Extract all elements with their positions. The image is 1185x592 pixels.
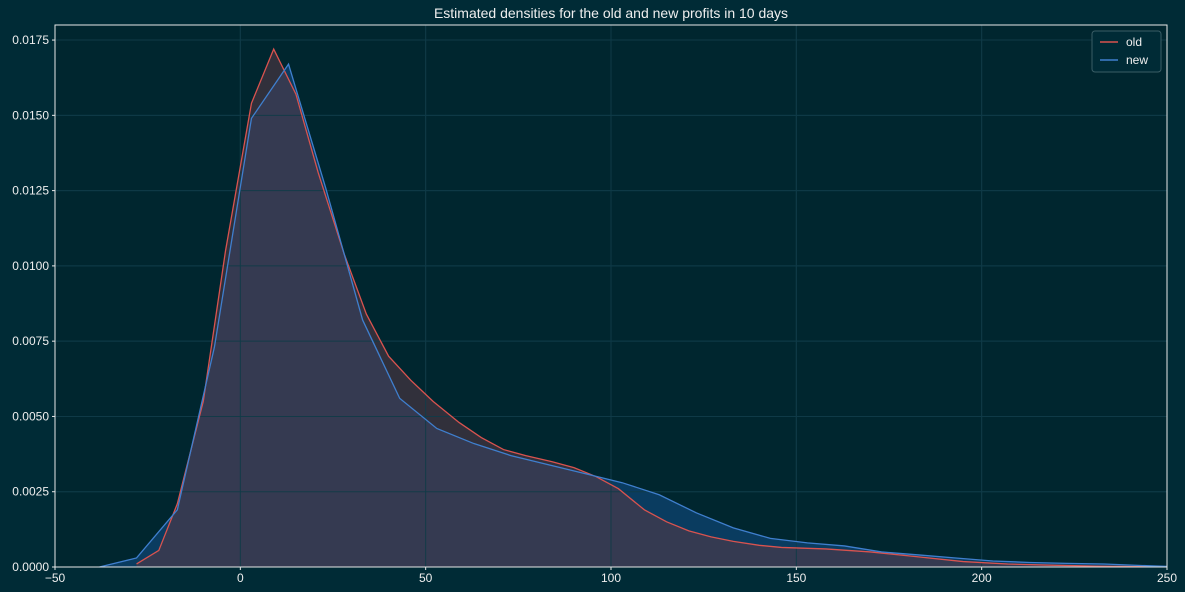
y-tick-label: 0.0100 [12, 259, 49, 273]
x-tick-label: 0 [237, 571, 244, 585]
x-tick-label: 200 [972, 571, 992, 585]
legend: old new [1091, 30, 1162, 73]
x-tick-label: −50 [45, 571, 66, 585]
x-tick-label: 100 [601, 571, 621, 585]
legend-label-new: new [1126, 53, 1148, 67]
old-area [136, 49, 1168, 568]
y-tick-label: 0.0025 [12, 485, 49, 499]
x-axis: −50 0 50 100 150 200 250 [45, 567, 1177, 585]
y-tick-label: 0.0050 [12, 409, 49, 423]
y-tick-label: 0.0175 [12, 33, 49, 47]
series-fills [99, 49, 1168, 568]
chart-title: Estimated densities for the old and new … [434, 5, 788, 21]
y-tick-label: 0.0150 [12, 108, 49, 122]
x-tick-label: 50 [419, 571, 433, 585]
y-tick-label: 0.0125 [12, 184, 49, 198]
y-tick-label: 0.0075 [12, 334, 49, 348]
x-tick-label: 150 [786, 571, 806, 585]
legend-label-old: old [1126, 35, 1142, 49]
x-tick-label: 250 [1157, 571, 1177, 585]
old-line [136, 47, 1167, 568]
series-lines [99, 47, 1168, 568]
new-line [99, 62, 1168, 568]
y-tick-label: 0.0000 [12, 560, 49, 574]
y-axis: 0.0000 0.0025 0.0050 0.0075 0.0100 0.0125 0.01… [12, 33, 55, 574]
